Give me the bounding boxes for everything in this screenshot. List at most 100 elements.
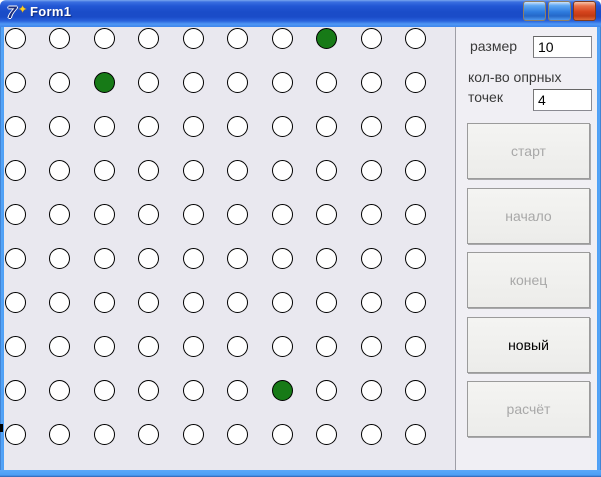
grid-point[interactable] — [93, 27, 115, 49]
grid-point[interactable] — [316, 71, 337, 93]
grid-point[interactable] — [182, 115, 204, 137]
grid-point[interactable] — [93, 335, 115, 357]
grid-point[interactable] — [49, 335, 70, 357]
grid-point[interactable] — [227, 203, 248, 225]
close-button[interactable] — [573, 1, 596, 21]
grid-point[interactable] — [93, 379, 115, 401]
grid-point[interactable] — [182, 159, 204, 181]
grid-point[interactable] — [93, 203, 115, 225]
grid-point[interactable] — [271, 115, 293, 137]
grid-point[interactable] — [49, 423, 70, 445]
grid-point[interactable] — [316, 203, 337, 225]
grid-point[interactable] — [182, 423, 204, 445]
grid-point[interactable] — [227, 71, 248, 93]
grid-point[interactable] — [49, 291, 70, 313]
grid-point[interactable] — [360, 115, 382, 137]
grid-point[interactable] — [316, 291, 337, 313]
grid-point[interactable] — [138, 423, 159, 445]
grid-point[interactable] — [360, 71, 382, 93]
grid-point[interactable] — [227, 291, 248, 313]
count-input[interactable] — [533, 89, 592, 111]
grid-point[interactable] — [316, 379, 337, 401]
grid-point[interactable] — [271, 291, 293, 313]
grid-point[interactable] — [93, 423, 115, 445]
maximize-button[interactable] — [548, 1, 571, 21]
size-input[interactable] — [533, 36, 592, 58]
grid-point[interactable] — [271, 71, 293, 93]
grid-point[interactable] — [4, 379, 26, 401]
grid-point[interactable] — [4, 115, 26, 137]
grid-point[interactable] — [316, 159, 337, 181]
grid-point[interactable] — [4, 71, 26, 93]
grid-point[interactable] — [316, 247, 337, 269]
grid-point[interactable] — [405, 379, 426, 401]
grid-point[interactable] — [182, 291, 204, 313]
grid-point[interactable] — [49, 115, 70, 137]
grid-point[interactable] — [271, 423, 293, 445]
grid-point[interactable] — [138, 71, 159, 93]
grid-point[interactable] — [316, 335, 337, 357]
grid-point[interactable] — [227, 423, 248, 445]
grid-point[interactable] — [316, 423, 337, 445]
grid-point[interactable] — [49, 71, 70, 93]
grid-point[interactable] — [360, 423, 382, 445]
grid-point[interactable] — [4, 27, 26, 49]
grid-point[interactable] — [405, 203, 426, 225]
grid-point[interactable] — [49, 159, 70, 181]
grid-point[interactable] — [4, 335, 26, 357]
grid-point[interactable] — [182, 71, 204, 93]
grid-point[interactable] — [182, 379, 204, 401]
grid-point[interactable] — [405, 291, 426, 313]
grid-point[interactable] — [405, 335, 426, 357]
title-bar[interactable]: 7 ✦ Form1 — [0, 0, 601, 27]
grid-point[interactable] — [93, 247, 115, 269]
grid-point[interactable] — [405, 159, 426, 181]
grid-point[interactable] — [138, 379, 159, 401]
grid-point[interactable] — [360, 379, 382, 401]
grid-point[interactable] — [138, 247, 159, 269]
grid-point[interactable] — [182, 247, 204, 269]
grid-point[interactable] — [405, 115, 426, 137]
grid-point[interactable] — [227, 247, 248, 269]
grid-point[interactable] — [138, 115, 159, 137]
grid-point[interactable] — [227, 27, 248, 49]
grid-point[interactable] — [93, 71, 115, 93]
grid-point[interactable] — [405, 71, 426, 93]
grid-point[interactable] — [182, 335, 204, 357]
grid-point[interactable] — [49, 203, 70, 225]
grid-point[interactable] — [93, 291, 115, 313]
grid-point[interactable] — [49, 247, 70, 269]
grid-point[interactable] — [49, 379, 70, 401]
grid-point[interactable] — [138, 27, 159, 49]
grid-point[interactable] — [405, 423, 426, 445]
grid-point[interactable] — [271, 335, 293, 357]
grid-point[interactable] — [227, 115, 248, 137]
grid-point[interactable] — [182, 203, 204, 225]
delphi-app-icon[interactable]: 7 ✦ — [7, 3, 27, 23]
grid-point[interactable] — [227, 159, 248, 181]
grid-point[interactable] — [405, 27, 426, 49]
grid-point[interactable] — [271, 379, 293, 401]
grid-point[interactable] — [138, 159, 159, 181]
grid-point[interactable] — [93, 115, 115, 137]
grid-point[interactable] — [271, 159, 293, 181]
grid-point[interactable] — [271, 247, 293, 269]
grid-point[interactable] — [360, 159, 382, 181]
grid-point[interactable] — [360, 291, 382, 313]
grid-point[interactable] — [49, 27, 70, 49]
grid-point[interactable] — [138, 335, 159, 357]
grid-point[interactable] — [93, 159, 115, 181]
grid-point[interactable] — [227, 335, 248, 357]
grid-point[interactable] — [360, 335, 382, 357]
grid-point[interactable] — [4, 423, 26, 445]
grid-point[interactable] — [4, 291, 26, 313]
grid-point[interactable] — [360, 203, 382, 225]
grid-point[interactable] — [360, 27, 382, 49]
grid-point[interactable] — [405, 247, 426, 269]
grid-point[interactable] — [227, 379, 248, 401]
minimize-button[interactable] — [523, 1, 546, 21]
grid-point[interactable] — [4, 247, 26, 269]
grid-point[interactable] — [182, 27, 204, 49]
grid-point[interactable] — [316, 115, 337, 137]
grid-point[interactable] — [4, 203, 26, 225]
